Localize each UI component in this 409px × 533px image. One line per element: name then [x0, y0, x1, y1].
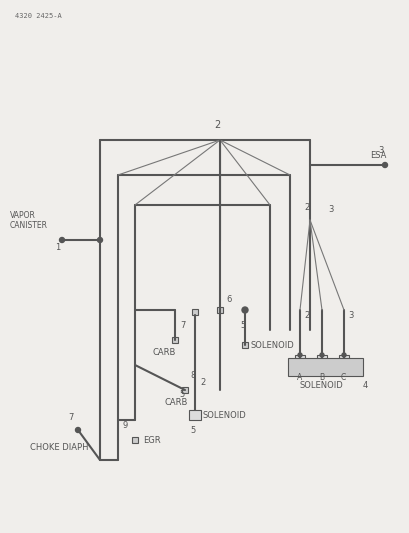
- Circle shape: [97, 238, 102, 243]
- Text: 4320 2425-A: 4320 2425-A: [15, 13, 62, 19]
- Text: SOLENOID: SOLENOID: [202, 411, 246, 420]
- Bar: [182, 387, 188, 393]
- Text: EGR: EGR: [143, 436, 160, 445]
- Text: 3: 3: [347, 311, 353, 320]
- Text: 3: 3: [377, 146, 382, 155]
- Circle shape: [75, 427, 80, 432]
- Text: A: A: [296, 373, 301, 382]
- Circle shape: [297, 353, 301, 357]
- Text: 2: 2: [200, 378, 205, 387]
- Bar: [216, 307, 222, 313]
- Text: 4: 4: [362, 381, 367, 390]
- Text: 3: 3: [327, 205, 333, 214]
- Text: 6: 6: [225, 295, 231, 304]
- Bar: [189, 410, 200, 420]
- Bar: [172, 337, 178, 343]
- Text: 5: 5: [239, 321, 245, 330]
- Text: 1: 1: [55, 243, 60, 252]
- Circle shape: [241, 307, 247, 313]
- Circle shape: [382, 163, 387, 167]
- Text: CARB: CARB: [164, 398, 188, 407]
- Text: SOLENOID: SOLENOID: [250, 341, 294, 350]
- Text: 2: 2: [303, 203, 308, 212]
- Circle shape: [341, 353, 345, 357]
- Text: ESA: ESA: [369, 151, 385, 160]
- Bar: [316, 355, 326, 371]
- Text: VAPOR
CANISTER: VAPOR CANISTER: [10, 211, 48, 230]
- Text: SOLENOID: SOLENOID: [299, 381, 343, 390]
- Circle shape: [59, 238, 64, 243]
- Bar: [287, 358, 362, 376]
- Text: 2: 2: [213, 120, 220, 130]
- Text: B: B: [318, 373, 324, 382]
- Text: 2: 2: [303, 311, 308, 320]
- Text: 5: 5: [189, 426, 195, 435]
- Bar: [338, 355, 348, 371]
- Text: 7: 7: [68, 413, 73, 422]
- Bar: [294, 355, 304, 371]
- Text: 8: 8: [189, 371, 195, 380]
- Text: C: C: [340, 373, 346, 382]
- Bar: [132, 437, 138, 443]
- Text: 9: 9: [123, 421, 128, 430]
- Text: 5: 5: [179, 390, 184, 399]
- Text: CHOKE DIAPH: CHOKE DIAPH: [30, 443, 88, 452]
- Text: 7: 7: [180, 321, 185, 330]
- Circle shape: [319, 353, 323, 357]
- Bar: [241, 342, 247, 348]
- Bar: [191, 309, 198, 315]
- Text: CARB: CARB: [153, 348, 176, 357]
